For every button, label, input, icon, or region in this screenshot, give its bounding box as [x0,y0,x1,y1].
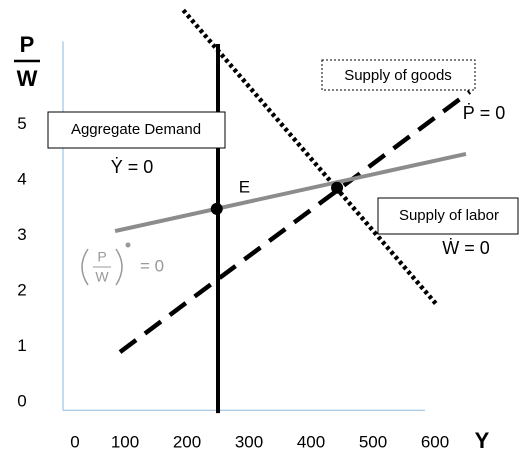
y-tick-label: 2 [17,280,26,299]
x-tick-label: 0 [70,432,79,451]
annotation: Ẏ = 0 [111,157,154,177]
y-tick-label: 5 [17,114,26,133]
real-wage-label: P W [81,242,131,286]
y-label-numerator: P [20,32,35,57]
dot [125,242,131,248]
annotation-box [47,111,226,149]
x-tick-label: 300 [235,432,263,451]
annotation: Ẇ = 0 [442,238,490,258]
line [114,151,467,234]
point-label: E [239,177,250,196]
paren [81,248,89,286]
x-tick-label: 500 [359,432,387,451]
annotation: Supply of goods [344,67,452,84]
numerator: P [97,249,106,265]
y-label-denominator: W [17,66,38,91]
point [210,202,223,215]
line [118,89,472,354]
x-tick-label: 200 [173,432,201,451]
x-tick-label: 600 [421,432,449,451]
y-tick-label: 1 [17,336,26,355]
y-tick-label: 4 [17,169,26,188]
x-tick-label: 100 [111,432,139,451]
line [181,8,439,307]
x-tick-label: 400 [297,432,325,451]
annotation-box [321,59,476,91]
point [331,181,344,194]
annotation: Ṗ = 0 [463,103,506,123]
annotation: = 0 [140,256,164,275]
annotation: Supply of labor [399,207,499,224]
y-tick-label: 3 [17,225,26,244]
denominator: W [95,269,109,285]
annotation-box [377,197,519,235]
y-tick-label: 0 [17,391,26,410]
paren [115,248,123,286]
annotation: Aggregate Demand [71,121,201,138]
x-label: Y [475,428,490,453]
